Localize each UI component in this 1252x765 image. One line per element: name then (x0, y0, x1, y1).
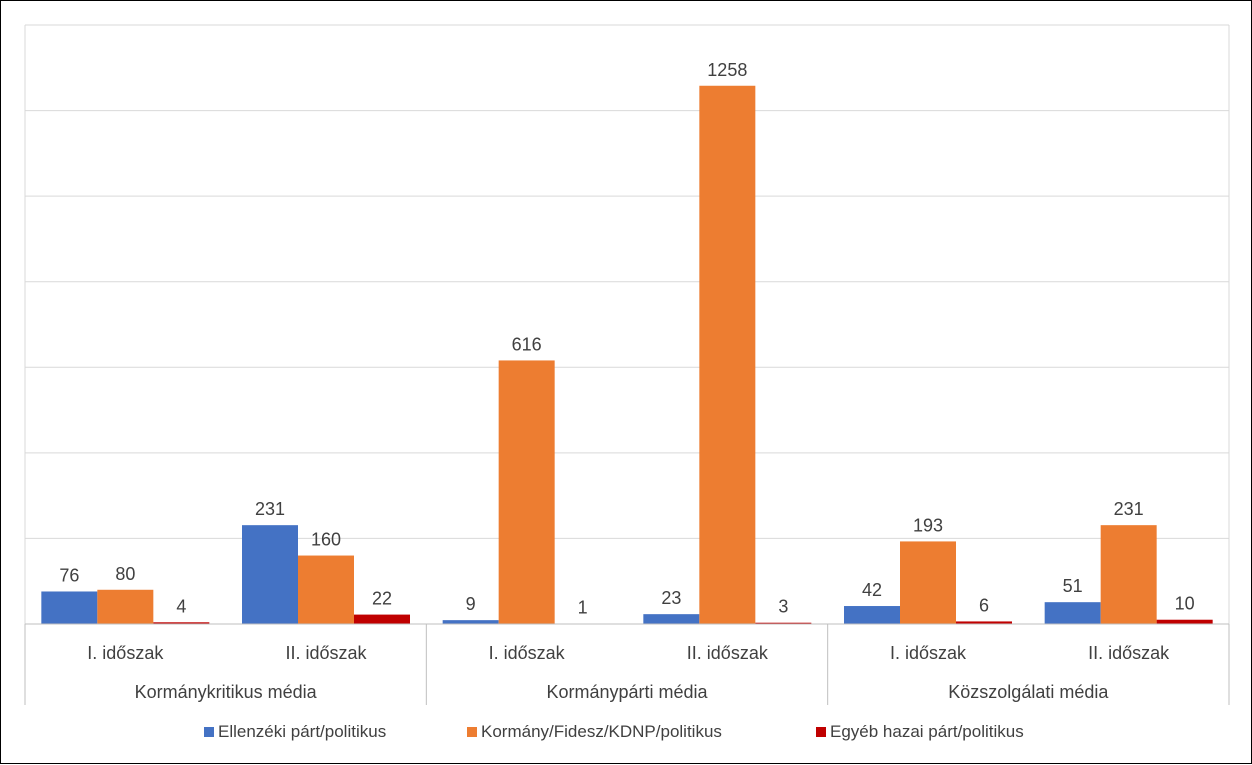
bar[interactable] (643, 614, 699, 624)
data-label: 51 (1063, 576, 1083, 596)
legend-swatch (816, 727, 826, 737)
bar[interactable] (97, 590, 153, 624)
bar[interactable] (1157, 620, 1213, 624)
data-label: 4 (176, 596, 186, 616)
bar[interactable] (1045, 602, 1101, 624)
x-tick-label: II. időszak (1088, 643, 1170, 663)
data-label: 160 (311, 530, 341, 550)
data-label: 80 (115, 564, 135, 584)
data-label: 42 (862, 580, 882, 600)
x-group-label: Kormánykritikus média (135, 682, 318, 702)
data-label: 231 (255, 499, 285, 519)
legend-swatch (467, 727, 477, 737)
data-label: 6 (979, 595, 989, 615)
bar[interactable] (242, 525, 298, 624)
x-tick-label: II. időszak (285, 643, 367, 663)
x-tick-label: II. időszak (687, 643, 769, 663)
x-group-label: Kormánypárti média (546, 682, 708, 702)
data-label: 193 (913, 515, 943, 535)
data-label: 23 (661, 588, 681, 608)
bar[interactable] (499, 360, 555, 624)
legend-label: Kormány/Fidesz/KDNP/politikus (481, 722, 722, 741)
x-tick-label: I. időszak (87, 643, 164, 663)
bar[interactable] (298, 556, 354, 624)
legend-swatch (204, 727, 214, 737)
x-tick-label: I. időszak (489, 643, 566, 663)
data-label: 76 (59, 565, 79, 585)
bar[interactable] (354, 615, 410, 624)
x-tick-label: I. időszak (890, 643, 967, 663)
bar[interactable] (699, 86, 755, 624)
x-group-label: Közszolgálati média (948, 682, 1109, 702)
bar[interactable] (443, 620, 499, 624)
bar[interactable] (41, 591, 97, 624)
data-label: 22 (372, 589, 392, 609)
data-label: 3 (778, 597, 788, 617)
legend-label: Ellenzéki párt/politikus (218, 722, 386, 741)
data-label: 9 (466, 594, 476, 614)
data-label: 616 (512, 334, 542, 354)
data-label: 10 (1175, 594, 1195, 614)
legend-label: Egyéb hazai párt/politikus (830, 722, 1024, 741)
bar[interactable] (900, 541, 956, 624)
data-label: 231 (1114, 499, 1144, 519)
bar[interactable] (1101, 525, 1157, 624)
bar[interactable] (844, 606, 900, 624)
data-label: 1 (578, 598, 588, 618)
data-label: 1258 (707, 60, 747, 80)
